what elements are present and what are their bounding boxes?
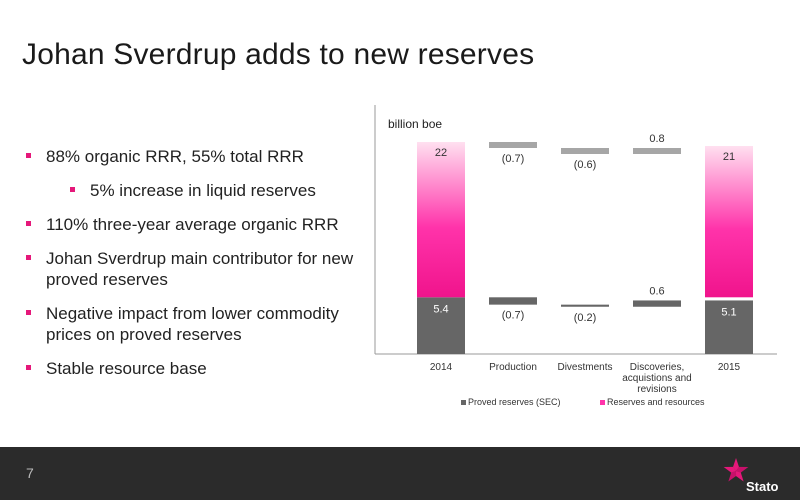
resources-delta-bar — [489, 142, 537, 148]
proved-value-label: 0.6 — [649, 285, 664, 297]
proved-delta-bar — [489, 297, 537, 305]
resources-delta-bar — [633, 148, 681, 154]
x-tick-label: Production — [489, 362, 537, 373]
resources-bar — [705, 146, 753, 298]
bullet-text: 110% three-year average organic RRR — [46, 215, 339, 234]
bullet-text: Stable resource base — [46, 359, 207, 378]
unit-label: billion boe — [388, 117, 442, 131]
resources-value-label: 21 — [723, 151, 735, 163]
statoil-logo: Statoil — [716, 453, 786, 500]
legend-swatch-proved — [461, 400, 466, 405]
bullet-item: Stable resource base — [24, 358, 374, 379]
footer-bar: 7 Statoil — [0, 447, 800, 500]
x-tick-label: revisions — [637, 384, 676, 395]
sub-bullet-item: 5% increase in liquid reserves — [24, 180, 374, 201]
x-tick-label: Discoveries, — [630, 362, 684, 373]
resources-value-label: 0.8 — [649, 133, 664, 145]
legend-label-proved: Proved reserves (SEC) — [468, 397, 561, 407]
bullet-text: 88% organic RRR, 55% total RRR — [46, 147, 304, 166]
page-number: 7 — [26, 465, 34, 481]
bullet-marker — [26, 310, 31, 315]
x-tick-label: 2014 — [430, 362, 453, 373]
resources-value-label: (0.7) — [502, 153, 525, 165]
bullet-marker — [70, 187, 75, 192]
svg-text:Statoil: Statoil — [746, 479, 778, 494]
resources-delta-bar — [561, 148, 609, 154]
legend-label-resources: Reserves and resources — [607, 397, 705, 407]
bullet-item: 110% three-year average organic RRR — [24, 214, 374, 235]
waterfall-chart: billion boe 5.4 22 2014 (0.7) (0.7) Production… — [365, 100, 785, 430]
resources-value-label: 22 — [435, 147, 447, 159]
slide-title: Johan Sverdrup adds to new reserves — [22, 38, 535, 71]
bullet-marker — [26, 153, 31, 158]
bullet-marker — [26, 365, 31, 370]
bullet-item: Johan Sverdrup main contributor for new … — [24, 248, 374, 290]
proved-value-label: (0.7) — [502, 310, 525, 322]
legend-swatch-resources — [600, 400, 605, 405]
resources-value-label: (0.6) — [574, 159, 597, 171]
bullet-item: 88% organic RRR, 55% total RRR — [24, 146, 374, 167]
resources-bar — [417, 142, 465, 298]
bullet-text: Negative impact from lower commodity pri… — [46, 304, 339, 344]
proved-delta-bar — [633, 300, 681, 307]
bullet-item: Negative impact from lower commodity pri… — [24, 303, 374, 345]
bullet-text: 5% increase in liquid reserves — [90, 181, 316, 200]
x-tick-label: 2015 — [718, 362, 741, 373]
bullet-marker — [26, 255, 31, 260]
proved-delta-bar — [561, 304, 609, 307]
x-tick-label: acquistions and — [622, 373, 692, 384]
bullet-marker — [26, 221, 31, 226]
x-tick-label: Divestments — [557, 362, 612, 373]
proved-value-label: 5.1 — [721, 306, 736, 318]
proved-bar — [417, 297, 465, 354]
proved-bar — [705, 300, 753, 354]
proved-value-label: (0.2) — [574, 312, 597, 324]
proved-value-label: 5.4 — [433, 303, 448, 315]
chart-canvas: billion boe 5.4 22 2014 (0.7) (0.7) Production… — [374, 105, 777, 407]
bullet-text: Johan Sverdrup main contributor for new … — [46, 249, 354, 289]
bullet-list: 88% organic RRR, 55% total RRR 5% increa… — [24, 146, 374, 392]
